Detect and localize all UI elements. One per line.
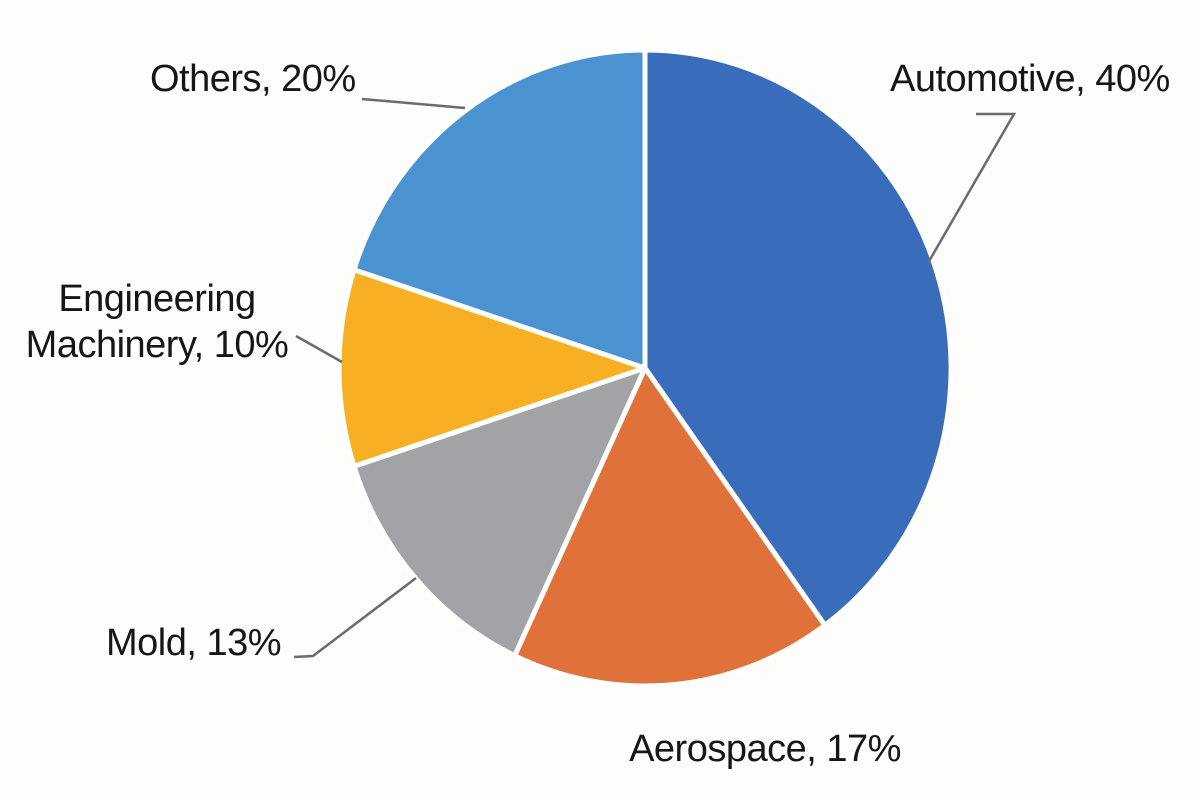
leader-line-mold bbox=[293, 577, 417, 659]
label-others: Others, 20% bbox=[150, 58, 356, 100]
label-mold: Mold, 13% bbox=[106, 622, 282, 664]
leader-line-others bbox=[361, 97, 466, 110]
pie-slice-others bbox=[351, 47, 648, 371]
label-aerospace: Aerospace, 17% bbox=[629, 728, 901, 770]
leader-line-automotive bbox=[926, 112, 1017, 264]
pie-slice-engineering-machinery bbox=[336, 267, 648, 469]
label-engineering-machinery: Engineering Machinery, 10% bbox=[17, 276, 297, 369]
pie-slice-automotive bbox=[642, 47, 954, 628]
label-automotive: Automotive, 40% bbox=[890, 58, 1170, 100]
label-engineering-machinery-line1: Engineering bbox=[58, 278, 256, 320]
leader-line-engineering-machinery bbox=[295, 334, 343, 364]
label-engineering-machinery-line2: Machinery, 10% bbox=[25, 324, 289, 367]
pie-slice-aerospace bbox=[512, 365, 828, 689]
